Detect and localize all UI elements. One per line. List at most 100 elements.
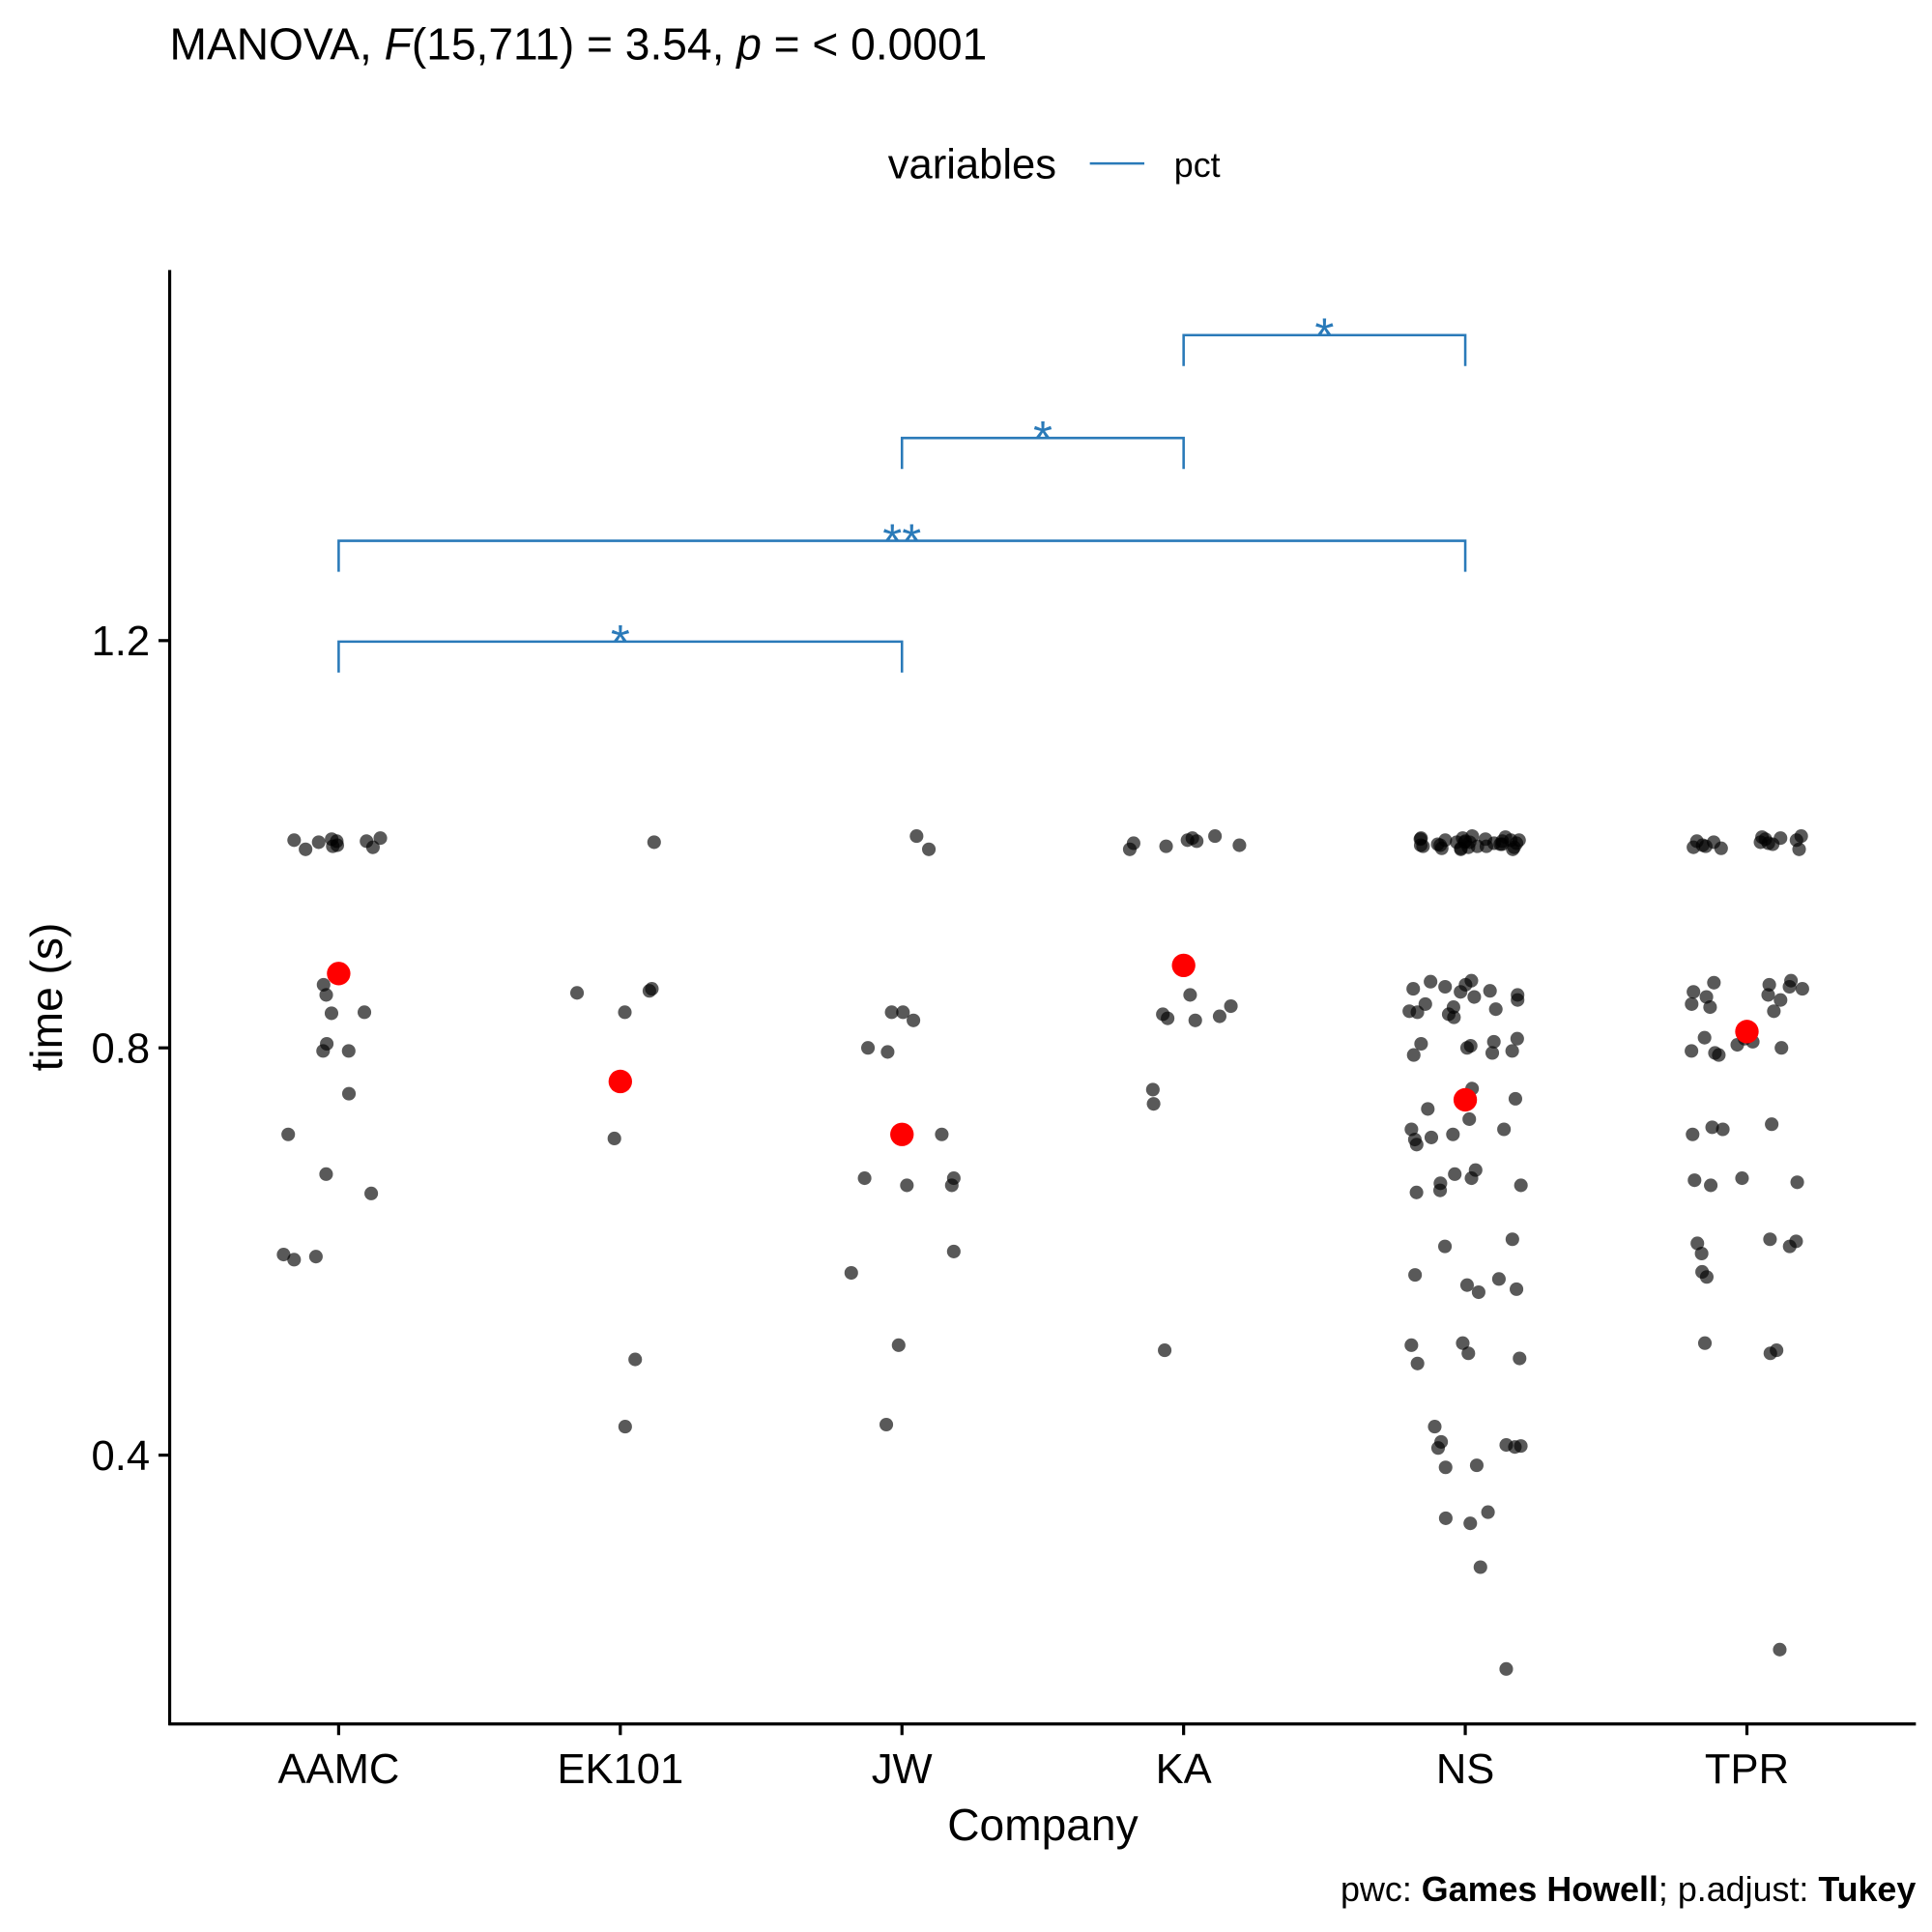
- data-point: [1712, 1048, 1726, 1062]
- mean-point: [1171, 953, 1196, 978]
- data-point: [647, 835, 661, 850]
- data-point: [1410, 1356, 1425, 1370]
- significance-label: *: [611, 615, 630, 670]
- data-point: [1488, 1002, 1503, 1017]
- data-point: [1161, 1011, 1175, 1025]
- data-point: [1685, 1044, 1699, 1058]
- data-point: [1212, 1009, 1226, 1024]
- data-point: [1438, 1511, 1453, 1525]
- title-part: (15,711) = 3.54,: [412, 19, 736, 70]
- mean-point: [890, 1122, 914, 1146]
- data-point: [1447, 1010, 1461, 1024]
- significance-label: **: [882, 514, 921, 569]
- legend-title: variables: [888, 142, 1056, 188]
- data-point: [1767, 1004, 1781, 1019]
- legend-label: pct: [1174, 146, 1221, 185]
- mean-point: [1453, 1087, 1478, 1112]
- data-point: [1408, 1268, 1423, 1283]
- data-point: [1463, 1516, 1478, 1531]
- data-point: [357, 1005, 372, 1020]
- data-point: [1462, 1111, 1477, 1127]
- data-point: [1188, 1013, 1202, 1027]
- data-point: [1158, 1343, 1172, 1358]
- data-point: [1508, 1091, 1523, 1106]
- data-point: [1705, 1120, 1719, 1135]
- x-tick-label: KA: [1156, 1746, 1212, 1793]
- data-point: [1456, 1336, 1470, 1350]
- data-point: [276, 1248, 291, 1262]
- x-tick-label: EK101: [557, 1746, 683, 1793]
- data-point: [1406, 982, 1421, 996]
- significance-bracket: [900, 436, 1185, 470]
- x-tick-label: AAMC: [277, 1746, 399, 1793]
- data-point: [1697, 1030, 1712, 1045]
- data-point: [1687, 1173, 1702, 1188]
- data-point: [1694, 1246, 1709, 1261]
- data-point: [1232, 838, 1247, 852]
- data-point: [1438, 1460, 1453, 1475]
- data-point: [1469, 1458, 1484, 1473]
- data-point: [1190, 834, 1204, 849]
- x-axis-title: Company: [947, 1800, 1138, 1850]
- data-point: [1774, 1041, 1789, 1055]
- data-point: [1505, 1232, 1519, 1247]
- data-point: [1762, 977, 1776, 992]
- data-point: [1511, 993, 1525, 1007]
- data-point: [935, 1127, 949, 1141]
- data-point: [891, 1338, 906, 1352]
- data-point: [569, 986, 585, 1000]
- mean-point: [327, 962, 351, 986]
- chart-title: MANOVA, F(15,711) = 3.54, p = < 0.0001: [170, 19, 988, 70]
- data-point: [1406, 1048, 1421, 1062]
- data-point: [1765, 1117, 1779, 1132]
- data-point: [1686, 1127, 1700, 1141]
- data-point: [1493, 837, 1508, 851]
- data-point: [642, 984, 656, 998]
- data-point: [1508, 1440, 1522, 1455]
- data-point: [1773, 1642, 1787, 1657]
- data-point: [1424, 1130, 1439, 1144]
- data-point: [1704, 1178, 1718, 1193]
- data-point: [1782, 979, 1797, 995]
- data-point: [324, 1006, 339, 1021]
- title-part: F: [385, 19, 415, 70]
- data-point: [1703, 1000, 1717, 1015]
- data-point: [1763, 1232, 1777, 1247]
- data-point: [1421, 1102, 1435, 1116]
- caption-part: ; p.adjust:: [1658, 1870, 1818, 1909]
- data-point: [1506, 842, 1520, 856]
- data-point: [1505, 1044, 1519, 1058]
- data-point: [618, 1005, 632, 1020]
- data-point: [1795, 982, 1809, 996]
- data-point: [857, 1171, 872, 1186]
- data-point: [319, 1167, 333, 1181]
- data-point: [1467, 990, 1482, 1004]
- title-part: p: [735, 19, 762, 70]
- data-point: [1208, 829, 1223, 844]
- data-point: [1510, 1282, 1524, 1296]
- data-point: [1497, 1122, 1512, 1137]
- data-point: [1404, 1338, 1419, 1352]
- data-point: [1714, 841, 1728, 855]
- data-point: [1122, 842, 1137, 856]
- mean-point: [608, 1069, 632, 1094]
- data-point: [909, 829, 924, 844]
- data-point: [1454, 985, 1468, 999]
- data-point: [1770, 1343, 1784, 1358]
- data-point: [1735, 1171, 1749, 1186]
- data-point: [1685, 996, 1699, 1011]
- data-point: [1514, 1178, 1528, 1193]
- significance-label: *: [1033, 411, 1053, 466]
- data-point: [1513, 1351, 1527, 1366]
- data-point: [360, 834, 374, 849]
- data-point: [922, 842, 937, 856]
- data-point: [1792, 842, 1806, 856]
- data-point: [607, 1131, 621, 1146]
- data-point: [1690, 1236, 1705, 1251]
- caption-part: Games Howell: [1422, 1870, 1658, 1909]
- data-point: [1716, 1122, 1730, 1137]
- data-point: [1459, 1041, 1475, 1055]
- data-point: [1483, 984, 1497, 998]
- data-point: [618, 1420, 632, 1434]
